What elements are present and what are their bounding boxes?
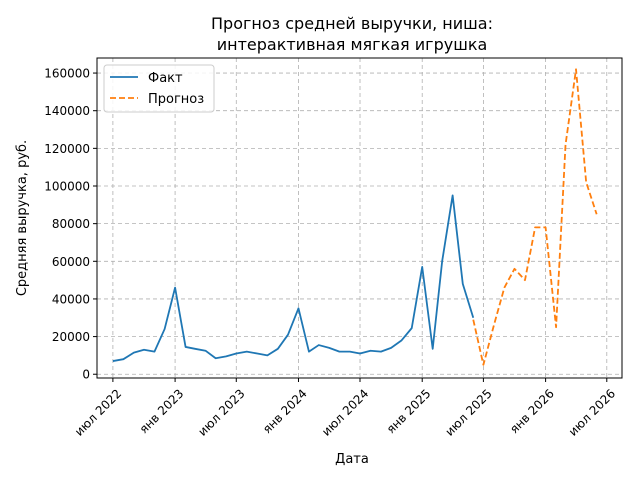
y-tick-label: 20000 <box>52 330 90 344</box>
plot-frame <box>96 57 623 379</box>
series-line-forecast <box>472 68 598 366</box>
legend: Факт Прогноз <box>103 64 215 113</box>
legend-label-forecast: Прогноз <box>148 92 204 107</box>
y-tick-label: 160000 <box>44 67 90 81</box>
y-tick-label: 60000 <box>52 255 90 269</box>
y-axis-title: Средняя выручка, руб. <box>15 140 30 296</box>
y-tick-label: 140000 <box>44 104 90 118</box>
y-tick-label: 0 <box>82 368 90 382</box>
y-tick-label: 40000 <box>52 292 90 306</box>
y-tick-label: 120000 <box>44 142 90 156</box>
legend-label-fact: Факт <box>148 71 183 86</box>
chart-title-line-1: Прогноз средней выручки, ниша: <box>211 14 493 33</box>
series-line-fact <box>112 194 475 362</box>
series-lines <box>112 68 598 366</box>
y-tick-label: 100000 <box>44 180 90 194</box>
y-tick-label: 80000 <box>52 217 90 231</box>
chart-title-line-2: интерактивная мягкая игрушка <box>217 35 488 54</box>
x-axis-title: Дата <box>335 452 369 467</box>
